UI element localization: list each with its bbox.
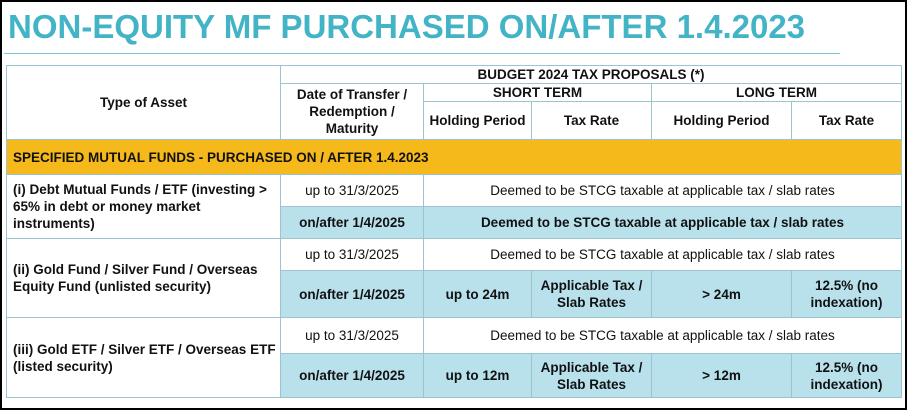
tax-table: Type of Asset BUDGET 2024 TAX PROPOSALS …: [5, 65, 903, 398]
table-row: on/after 1/4/2025 up to 12m Applicable T…: [7, 353, 903, 398]
st-rate-cell: Applicable Tax / Slab Rates: [531, 353, 652, 398]
date-cell: up to 31/3/2025: [280, 174, 424, 207]
header-lt-holding-period: Holding Period: [651, 101, 792, 140]
header-st-tax-rate: Tax Rate: [531, 101, 652, 140]
date-cell: up to 31/3/2025: [280, 317, 424, 354]
lt-rate-cell: 12.5% (no indexation): [790, 353, 903, 398]
date-cell: up to 31/3/2025: [280, 238, 424, 271]
header-long-term: LONG TERM: [650, 83, 903, 102]
header-date-of-transfer: Date of Transfer / Redemption / Maturity: [280, 83, 424, 140]
stcg-note: Deemed to be STCG taxable at applicable …: [422, 174, 903, 207]
header-row-1: Type of Asset BUDGET 2024 TAX PROPOSALS …: [6, 65, 903, 140]
page-title: NON-EQUITY MF PURCHASED ON/AFTER 1.4.202…: [8, 8, 806, 45]
lt-rate-cell: 12.5% (no indexation): [790, 270, 903, 318]
section-label: SPECIFIED MUTUAL FUNDS - PURCHASED ON / …: [5, 139, 903, 175]
date-cell: on/after 1/4/2025: [280, 353, 424, 398]
date-cell: on/after 1/4/2025: [280, 270, 424, 318]
header-type-of-asset: Type of Asset: [6, 65, 281, 140]
date-cell: on/after 1/4/2025: [280, 206, 424, 239]
title-divider: [4, 53, 840, 54]
section-row: SPECIFIED MUTUAL FUNDS - PURCHASED ON / …: [5, 139, 903, 175]
header-lt-tax-rate: Tax Rate: [790, 101, 903, 140]
table-row: (ii) Gold Fund / Silver Fund / Overseas …: [6, 238, 903, 318]
st-rate-cell: Applicable Tax / Slab Rates: [531, 270, 652, 318]
asset-gold-silver-fund: (ii) Gold Fund / Silver Fund / Overseas …: [6, 238, 281, 318]
table-row: (i) Debt Mutual Funds / ETF (investing >…: [6, 174, 903, 239]
stcg-note: Deemed to be STCG taxable at applicable …: [422, 317, 903, 354]
header-budget-proposals: BUDGET 2024 TAX PROPOSALS (*): [279, 65, 903, 84]
table-row: (iii) Gold ETF / Silver ETF / Overseas E…: [6, 317, 903, 398]
st-holding-cell: up to 12m: [423, 353, 532, 398]
header-row-2: Date of Transfer / Redemption / Maturity…: [7, 83, 903, 140]
header-st-holding-period: Holding Period: [423, 101, 532, 140]
table-row: on/after 1/4/2025 Deemed to be STCG taxa…: [7, 206, 903, 239]
asset-gold-silver-etf: (iii) Gold ETF / Silver ETF / Overseas E…: [6, 317, 281, 398]
stcg-note: Deemed to be STCG taxable at applicable …: [422, 206, 903, 239]
lt-holding-cell: > 12m: [651, 353, 792, 398]
st-holding-cell: up to 24m: [423, 270, 532, 318]
stcg-note: Deemed to be STCG taxable at applicable …: [422, 238, 903, 271]
table-row: on/after 1/4/2025 up to 24m Applicable T…: [7, 270, 903, 318]
asset-debt-mf: (i) Debt Mutual Funds / ETF (investing >…: [6, 174, 281, 239]
header-short-term: SHORT TERM: [423, 83, 652, 102]
lt-holding-cell: > 24m: [651, 270, 792, 318]
